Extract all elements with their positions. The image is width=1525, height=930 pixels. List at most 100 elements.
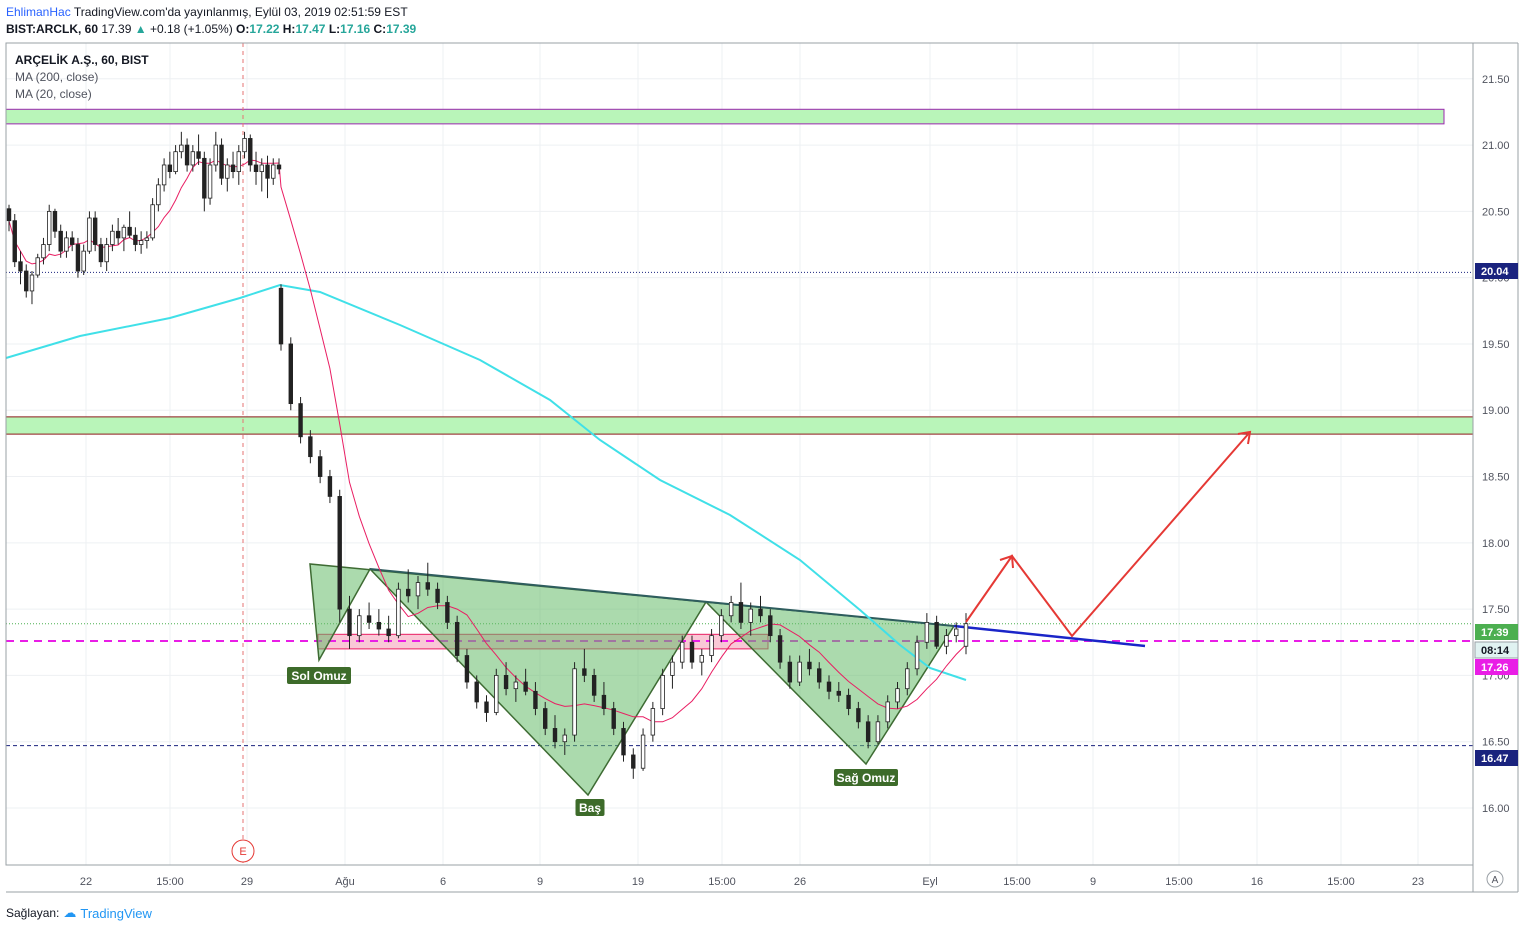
candle-body	[572, 668, 577, 736]
candle-body	[213, 144, 219, 166]
candle-body	[748, 608, 753, 623]
candle-body	[144, 237, 150, 241]
x-tick-label: Ağu	[335, 876, 355, 888]
candle-body	[601, 694, 607, 709]
candle-body	[173, 151, 178, 173]
symbol-title[interactable]: ARÇELİK A.Ş., 60, BIST	[15, 53, 149, 67]
change-up-icon: ▲	[134, 22, 147, 36]
y-tick-label: 18.00	[1482, 538, 1510, 550]
candle-body	[271, 164, 276, 179]
pattern-label: Sol Omuz	[291, 669, 346, 683]
low-value: 17.16	[340, 22, 371, 36]
x-tick-label: 15:00	[1165, 876, 1193, 888]
pattern-label-box	[575, 799, 605, 816]
candle-body	[278, 287, 284, 345]
candle-body	[464, 655, 470, 683]
candle-body	[924, 621, 930, 643]
candle-body	[35, 257, 40, 276]
candle-body	[196, 151, 201, 159]
candle-body	[12, 220, 17, 263]
x-tick-label: 16	[1251, 876, 1263, 888]
low-label: L:	[328, 22, 341, 36]
candle-body	[768, 615, 773, 637]
open-value: 17.22	[249, 22, 280, 36]
candle-body	[777, 635, 783, 663]
candle-body	[699, 655, 704, 663]
x-tick-label: 15:00	[156, 876, 184, 888]
author-name[interactable]: EhlimanHac	[6, 5, 71, 19]
candle-body	[253, 164, 259, 173]
candle-body	[115, 230, 121, 239]
candle-body	[728, 602, 734, 617]
candle-body	[836, 690, 841, 696]
symbol-line: BIST:ARCLK, 60	[6, 22, 99, 36]
candle-body	[846, 694, 851, 709]
candle-body	[47, 210, 52, 245]
candle-body	[885, 701, 890, 723]
candle-body	[386, 628, 391, 637]
last-price: 17.39	[101, 22, 132, 36]
earnings-event-icon	[231, 839, 255, 863]
x-tick-label: 29	[241, 876, 253, 888]
candle-body	[248, 138, 253, 166]
tradingview-brand[interactable]: TradingView	[80, 905, 152, 921]
x-tick-label: 15:00	[1003, 876, 1031, 888]
x-tick-label: 22	[80, 876, 92, 888]
close-value: 17.39	[386, 22, 417, 36]
footer: Sağlayan: ☁ TradingView	[6, 905, 152, 921]
candle-body	[543, 708, 548, 729]
candle-body	[167, 164, 173, 173]
candle-body	[856, 708, 861, 723]
x-tick-label: 23	[1412, 876, 1424, 888]
price-label-box	[1475, 750, 1518, 766]
candle-body	[875, 721, 881, 743]
ma20-legend[interactable]: MA (20, close)	[15, 87, 92, 101]
candle-body	[18, 261, 23, 272]
candle-body	[494, 675, 499, 713]
candle-body	[219, 144, 224, 179]
candle-body	[347, 608, 352, 637]
candle-body	[81, 250, 86, 272]
x-tick-label: 15:00	[1327, 876, 1355, 888]
auto-scale-button	[1486, 870, 1504, 888]
candle-body	[366, 615, 372, 623]
pattern-label-box	[287, 667, 351, 684]
ma200-legend[interactable]: MA (200, close)	[15, 70, 99, 84]
candle-body	[689, 641, 695, 663]
projection-path	[965, 431, 1251, 638]
neckline	[369, 568, 955, 627]
candle-body	[184, 144, 190, 166]
candle-body	[415, 582, 421, 597]
candle-body	[202, 157, 207, 199]
price-label-text: 20.04	[1481, 266, 1509, 278]
candle-body	[533, 690, 538, 709]
candle-body	[807, 661, 812, 670]
candle-body	[161, 164, 167, 186]
candle-body	[425, 582, 430, 590]
candle-body	[69, 237, 75, 245]
price-label-text: 17.26	[1481, 662, 1509, 674]
candle-body	[276, 164, 282, 170]
candle-body	[236, 151, 241, 173]
footer-label: Sağlayan:	[6, 906, 60, 920]
x-tick-label: 9	[537, 876, 543, 888]
candle-body	[242, 138, 247, 153]
candle-body	[709, 635, 714, 656]
candle-body	[92, 217, 98, 245]
candle-body	[127, 226, 132, 236]
candle-body	[327, 476, 333, 497]
price-label-box	[1475, 659, 1518, 675]
candle-body	[179, 144, 184, 153]
candle-body	[895, 688, 900, 703]
candle-body	[337, 496, 342, 610]
candle-body	[787, 661, 793, 683]
candle-body	[503, 675, 509, 690]
candle-body	[138, 240, 144, 245]
candle-body	[190, 151, 196, 166]
candle-body	[954, 628, 959, 637]
price-label-box	[1475, 624, 1518, 640]
price-label-text: 08:14	[1481, 645, 1510, 657]
x-tick-label: Eyl	[922, 876, 937, 888]
candle-body	[631, 754, 636, 769]
